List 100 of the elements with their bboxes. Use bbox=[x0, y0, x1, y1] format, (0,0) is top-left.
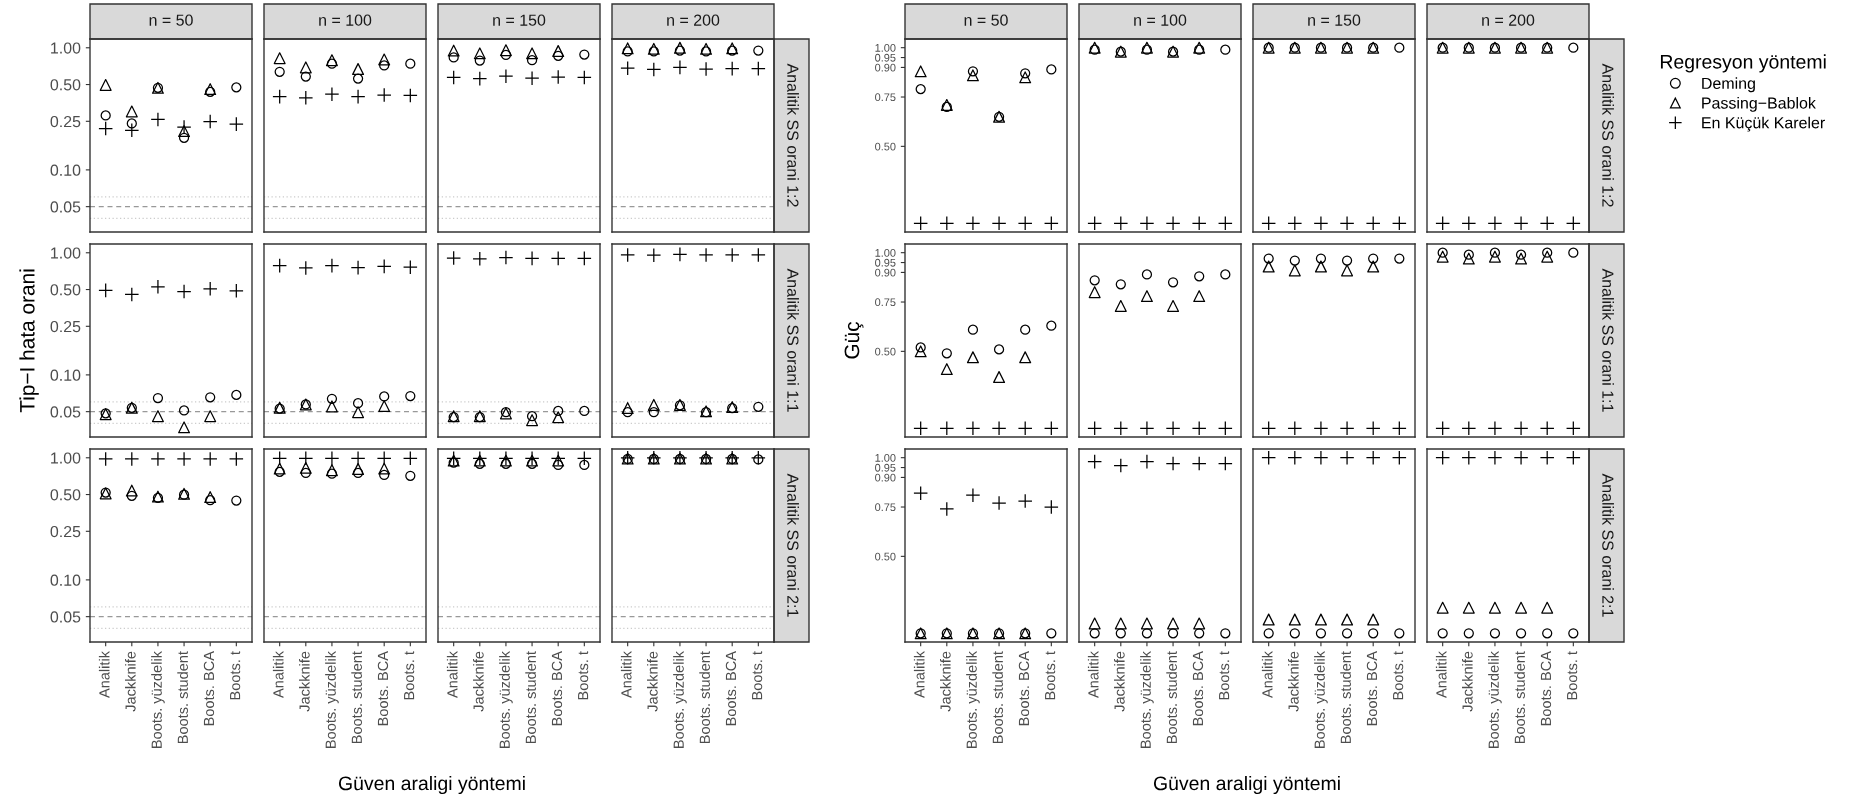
y-tick-label: 0.10 bbox=[50, 574, 81, 586]
x-tick-label: Boots. yüzdelik bbox=[1140, 651, 1154, 748]
y-tick-label: 1.00 bbox=[875, 454, 896, 462]
y-tick-label: 0.90 bbox=[875, 473, 896, 482]
legend-label: Passing−Bablok bbox=[1702, 96, 1816, 112]
text: Analitik SS orani 1:2 bbox=[1602, 63, 1614, 207]
y-tick-label: 0.25 bbox=[50, 525, 81, 538]
y-tick-label: 0.25 bbox=[50, 115, 81, 128]
y-tick-label: 0.95 bbox=[875, 53, 896, 62]
chart-title: n = 150 bbox=[1308, 14, 1361, 26]
x-tick-label: Boots. t bbox=[1219, 651, 1230, 700]
x-tick-label: Boots. t bbox=[752, 651, 763, 700]
x-tick-label: Boots. student bbox=[351, 651, 362, 744]
legend-label: En Küçük Kareler bbox=[1702, 116, 1825, 132]
x-tick-label: Analitik bbox=[1261, 651, 1273, 699]
text: Analitik SS orani 2:1 bbox=[1602, 473, 1614, 617]
x-tick-label: Boots. yüzdelik bbox=[673, 651, 687, 748]
y-tick-label: 0.75 bbox=[875, 503, 896, 512]
y-tick-label: 0.10 bbox=[50, 369, 81, 381]
x-tick-label: Boots. BCA bbox=[1018, 651, 1030, 726]
x-tick-label: Boots. yüzdelik bbox=[151, 651, 165, 748]
x-tick-label: Jackknife bbox=[125, 651, 136, 712]
y-tick-label: 0.95 bbox=[875, 258, 896, 267]
y-tick-label: 0.75 bbox=[875, 93, 896, 102]
x-tick-label: Boots. BCA bbox=[203, 651, 215, 726]
y-tick-label: 1.00 bbox=[51, 42, 81, 54]
x-tick-label: Jackknife bbox=[299, 651, 310, 712]
y-tick-label: 0.90 bbox=[875, 268, 896, 277]
x-tick-label: Boots. t bbox=[230, 651, 241, 700]
x-tick-label: Boots. student bbox=[1514, 651, 1525, 744]
chart-title: n = 50 bbox=[149, 14, 193, 26]
x-tick-label: Analitik bbox=[446, 651, 458, 699]
text: Analitik SS orani 1:1 bbox=[787, 268, 799, 412]
chart-title: n = 150 bbox=[493, 14, 546, 26]
chart-title: n = 200 bbox=[1482, 14, 1535, 26]
x-tick-label: Boots. BCA bbox=[1540, 651, 1552, 726]
x-tick-label: Analitik bbox=[620, 651, 632, 699]
x-tick-label: Boots. yüzdelik bbox=[1314, 651, 1328, 748]
x-tick-label: Boots. student bbox=[1340, 651, 1351, 744]
x-tick-label: Analitik bbox=[913, 651, 925, 699]
y-tick-label: 0.50 bbox=[875, 142, 896, 151]
x-tick-label: Jackknife bbox=[1114, 651, 1125, 712]
y-tick-label: 1.00 bbox=[51, 247, 81, 259]
y-tick-label: 1.00 bbox=[51, 452, 81, 464]
x-tick-label: Boots. BCA bbox=[1366, 651, 1378, 726]
x-tick-label: Jackknife bbox=[473, 651, 484, 712]
x-tick-label: Boots. t bbox=[1393, 651, 1404, 700]
x-tick-label: Boots. t bbox=[578, 651, 589, 700]
chart-title: n = 100 bbox=[319, 14, 372, 26]
y-tick-label: 0.50 bbox=[50, 489, 81, 501]
y-axis-title: Tip−I hata orani bbox=[19, 269, 39, 413]
x-tick-label: Jackknife bbox=[647, 651, 658, 712]
y-tick-label: 0.25 bbox=[50, 320, 81, 333]
chart-title: n = 50 bbox=[964, 14, 1008, 26]
x-tick-label: Boots. student bbox=[699, 651, 710, 744]
x-tick-label: Jackknife bbox=[1288, 651, 1299, 712]
x-tick-label: Boots. yüzdelik bbox=[966, 651, 980, 748]
y-tick-label: 1.00 bbox=[875, 44, 896, 52]
y-tick-label: 0.05 bbox=[50, 611, 81, 623]
x-tick-label: Jackknife bbox=[940, 651, 951, 712]
y-tick-label: 0.95 bbox=[875, 463, 896, 472]
y-tick-label: 0.50 bbox=[50, 284, 81, 296]
y-tick-label: 0.10 bbox=[50, 164, 81, 176]
y-tick-label: 0.05 bbox=[50, 201, 81, 213]
x-tick-label: Boots. t bbox=[404, 651, 415, 700]
legend-label: Deming bbox=[1702, 77, 1755, 93]
x-axis-title: Güven araligi yöntemi bbox=[338, 775, 525, 795]
x-tick-label: Analitik bbox=[1087, 651, 1099, 699]
text: Analitik SS orani 2:1 bbox=[787, 473, 799, 617]
chart-title: n = 100 bbox=[1134, 14, 1187, 26]
y-tick-label: 0.50 bbox=[875, 552, 896, 561]
x-tick-label: Boots. yüzdelik bbox=[499, 651, 513, 748]
x-tick-label: Boots. BCA bbox=[725, 651, 737, 726]
chart-title: n = 200 bbox=[667, 14, 720, 26]
y-tick-label: 0.50 bbox=[875, 347, 896, 356]
x-tick-label: Boots. BCA bbox=[1192, 651, 1204, 726]
text: Analitik SS orani 1:2 bbox=[787, 63, 799, 207]
x-tick-label: Boots. t bbox=[1045, 651, 1056, 700]
x-tick-label: Boots. BCA bbox=[551, 651, 563, 726]
y-tick-label: 1.00 bbox=[875, 249, 896, 257]
x-tick-label: Boots. student bbox=[1166, 651, 1177, 744]
x-tick-label: Analitik bbox=[272, 651, 284, 699]
x-tick-label: Boots. yüzdelik bbox=[1488, 651, 1502, 748]
x-tick-label: Boots. BCA bbox=[377, 651, 389, 726]
x-tick-label: Jackknife bbox=[1462, 651, 1473, 712]
y-tick-label: 0.90 bbox=[875, 63, 896, 72]
legend-title: Regresyon yöntemi bbox=[1660, 54, 1826, 73]
x-tick-label: Analitik bbox=[1435, 651, 1447, 699]
x-tick-label: Boots. yüzdelik bbox=[325, 651, 339, 748]
x-axis-title: Güven araligi yöntemi bbox=[1153, 775, 1340, 795]
y-tick-label: 0.05 bbox=[50, 406, 81, 418]
y-tick-label: 0.75 bbox=[875, 298, 896, 307]
y-axis-title: Güç bbox=[844, 321, 864, 359]
x-tick-label: Boots. student bbox=[525, 651, 536, 744]
text: Analitik SS orani 1:1 bbox=[1602, 268, 1614, 412]
y-tick-label: 0.50 bbox=[50, 79, 81, 91]
x-tick-label: Boots. student bbox=[992, 651, 1003, 744]
x-tick-label: Boots. t bbox=[1567, 651, 1578, 700]
x-tick-label: Boots. student bbox=[177, 651, 188, 744]
x-tick-label: Analitik bbox=[98, 651, 110, 699]
